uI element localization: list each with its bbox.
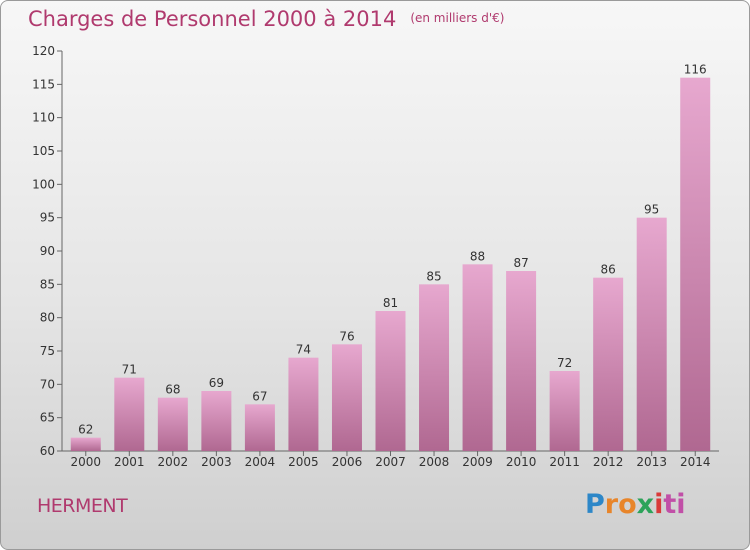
y-tick-label: 60 — [40, 444, 55, 458]
bar — [593, 277, 624, 451]
y-tick-label: 95 — [40, 211, 55, 225]
x-tick-label: 2011 — [549, 455, 580, 469]
data-label: 85 — [426, 269, 441, 283]
logo-part: x — [636, 489, 655, 520]
y-tick-label: 110 — [32, 111, 55, 125]
x-tick-label: 2001 — [114, 455, 145, 469]
bar — [506, 271, 537, 451]
proxiti-logo: Proxiti — [585, 489, 686, 520]
y-tick-label: 90 — [40, 244, 55, 258]
logo-part: ti — [663, 489, 686, 520]
y-tick-label: 100 — [32, 177, 55, 191]
x-tick-label: 2004 — [245, 455, 276, 469]
bar — [70, 437, 101, 451]
chart-title-text: Charges de Personnel 2000 à 2014 — [28, 7, 397, 31]
bar — [288, 357, 319, 451]
x-tick-label: 2005 — [288, 455, 319, 469]
x-tick-label: 2002 — [158, 455, 189, 469]
logo-part: P — [585, 489, 605, 520]
data-label: 71 — [122, 363, 137, 377]
data-label: 72 — [557, 356, 572, 370]
x-tick-label: 2006 — [332, 455, 363, 469]
bar — [201, 391, 232, 451]
bar — [462, 264, 493, 451]
bar — [244, 404, 275, 451]
bar — [419, 284, 450, 451]
logo-part: i — [654, 489, 664, 520]
data-label: 116 — [684, 63, 707, 77]
bars — [70, 77, 711, 452]
x-tick-label: 2000 — [70, 455, 101, 469]
y-tick-label: 65 — [40, 411, 55, 425]
bar — [375, 311, 406, 451]
chart-title: Charges de Personnel 2000 à 2014 (en mill… — [28, 7, 504, 31]
x-tick-label: 2013 — [636, 455, 667, 469]
data-label: 88 — [470, 249, 485, 263]
y-tick-label: 120 — [32, 44, 55, 58]
data-label: 87 — [513, 256, 528, 270]
data-label: 62 — [78, 423, 93, 437]
commune-name: HERMENT — [37, 495, 128, 517]
y-tick-label: 80 — [40, 311, 55, 325]
data-label: 68 — [165, 383, 180, 397]
y-tick-label: 75 — [40, 344, 55, 358]
axes: 60 65 70 75 80 85 90 95 100 105 110 115 120 2000 2001 2… — [32, 44, 719, 469]
bar — [636, 217, 667, 451]
y-tick-label: 105 — [32, 144, 55, 158]
x-tick-label: 2014 — [680, 455, 711, 469]
x-tick-label: 2007 — [375, 455, 406, 469]
x-tick-label: 2008 — [419, 455, 450, 469]
x-tick-label: 2009 — [462, 455, 493, 469]
bar — [114, 377, 145, 451]
y-tick-label: 85 — [40, 277, 55, 291]
x-tick-label: 2003 — [201, 455, 232, 469]
y-tick-label: 70 — [40, 377, 55, 391]
y-tick-label: 115 — [32, 77, 55, 91]
data-label: 74 — [296, 343, 311, 357]
bar — [549, 371, 580, 451]
x-tick-label: 2012 — [593, 455, 624, 469]
bar — [157, 397, 188, 451]
data-label: 67 — [252, 389, 267, 403]
data-label: 95 — [644, 203, 659, 217]
data-label: 76 — [339, 329, 354, 343]
bar — [331, 344, 362, 451]
logo-part: ro — [604, 489, 637, 520]
data-label: 81 — [383, 296, 398, 310]
x-tick-label: 2010 — [506, 455, 537, 469]
chart-subtitle: (en milliers d'€) — [410, 11, 505, 25]
data-labels: 62 71 68 69 67 74 76 81 85 88 87 72 86 95 116 — [78, 63, 707, 437]
data-label: 86 — [601, 263, 616, 277]
data-label: 69 — [209, 376, 224, 390]
bar — [680, 77, 711, 452]
